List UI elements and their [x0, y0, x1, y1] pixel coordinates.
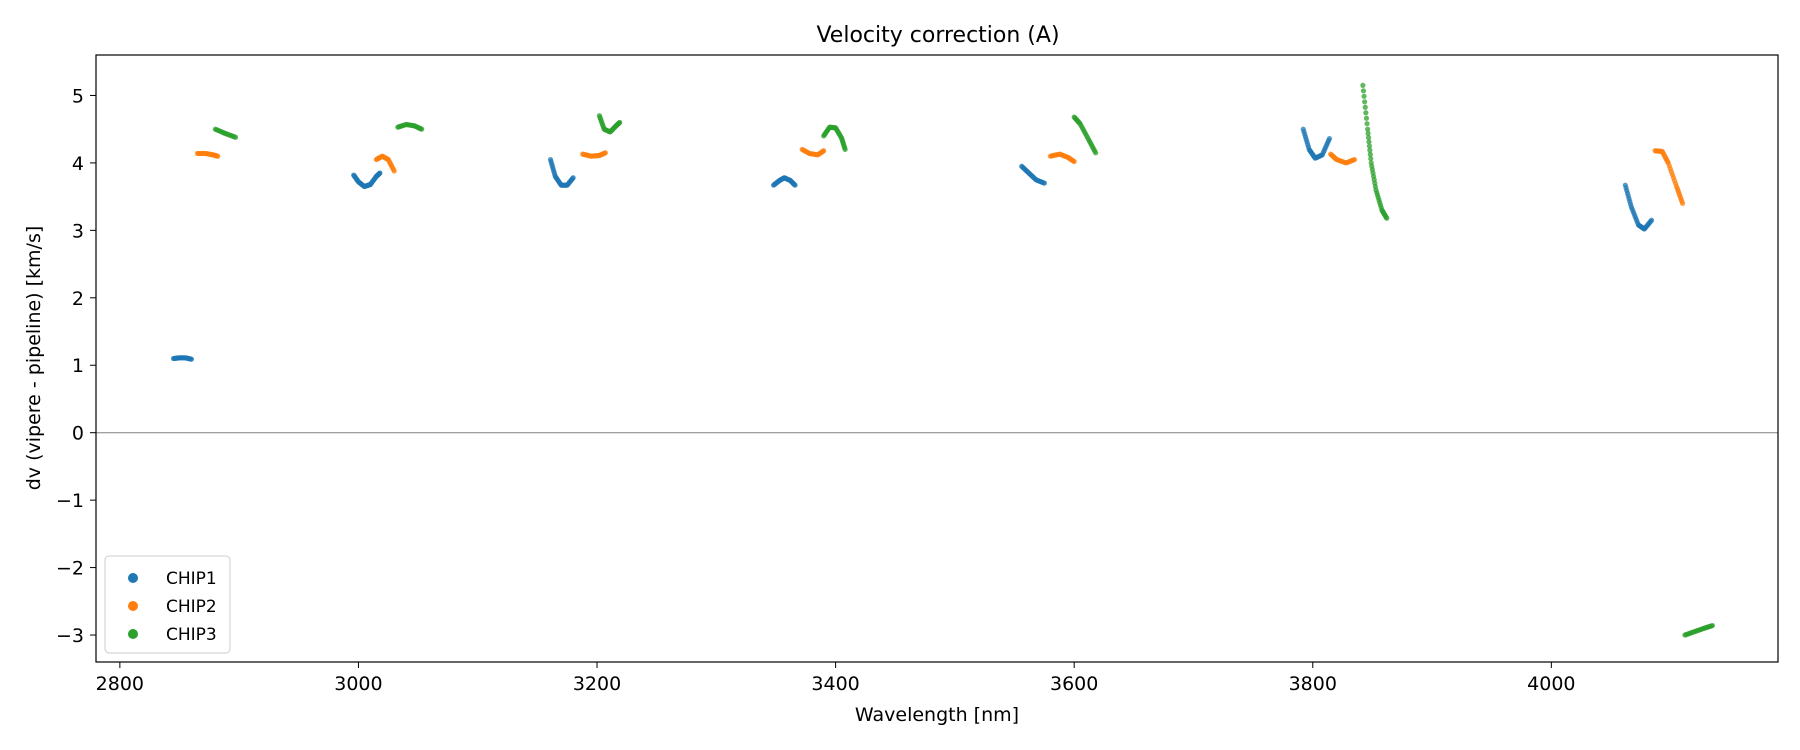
- y-tick-label: 1: [72, 355, 84, 377]
- data-point: [1367, 147, 1373, 153]
- data-point: [1363, 115, 1370, 121]
- y-tick-label: 3: [72, 220, 84, 242]
- data-point: [1384, 215, 1390, 221]
- y-axis: 5 4 3 2 1 0 −1 −2 −3: [56, 85, 96, 647]
- data-point: [232, 134, 239, 140]
- data-point: [1648, 217, 1655, 223]
- series-chip3: [212, 82, 1715, 638]
- x-axis-label: Wavelength [nm]: [855, 704, 1019, 726]
- x-tick-label: 4000: [1527, 673, 1575, 695]
- legend-marker-chip2: [128, 601, 138, 611]
- data-point: [1362, 99, 1368, 105]
- x-axis: 2800 3000 3200 3400 3600 3800 4000: [96, 662, 1576, 695]
- data-point: [1093, 150, 1099, 156]
- legend-label-chip3: CHIP3: [166, 625, 217, 645]
- data-point: [1363, 110, 1369, 116]
- y-axis-label: dv (vipere - pipeline) [km/s]: [23, 226, 45, 491]
- data-point: [1360, 82, 1366, 88]
- series-chip2: [194, 146, 1686, 206]
- data-point: [1364, 121, 1370, 127]
- data-point: [602, 150, 608, 156]
- data-point: [842, 146, 848, 153]
- data-point: [1071, 158, 1077, 165]
- legend-marker-chip1: [128, 573, 138, 583]
- data-point: [1709, 622, 1715, 629]
- data-layer: [170, 82, 1715, 638]
- data-point: [1041, 180, 1047, 186]
- data-point: [1366, 139, 1372, 145]
- data-point: [1679, 200, 1686, 206]
- data-point: [1367, 151, 1373, 158]
- legend: CHIP1 CHIP2 CHIP3: [104, 555, 231, 654]
- data-point: [617, 119, 623, 126]
- data-point: [570, 175, 576, 181]
- x-tick-label: 2800: [96, 673, 144, 695]
- data-point: [188, 356, 195, 362]
- data-point: [377, 170, 383, 176]
- data-point: [1351, 156, 1358, 163]
- legend-marker-chip3: [128, 629, 138, 639]
- data-point: [1365, 135, 1372, 141]
- legend-label-chip1: CHIP1: [166, 569, 217, 589]
- chart-title: Velocity correction (A): [816, 23, 1059, 48]
- y-tick-label: 5: [72, 85, 84, 107]
- x-tick-label: 3800: [1289, 673, 1337, 695]
- x-tick-label: 3400: [811, 673, 859, 695]
- data-point: [821, 148, 827, 154]
- y-tick-label: −2: [56, 558, 84, 580]
- data-point: [792, 182, 798, 188]
- data-point: [1360, 88, 1367, 94]
- data-point: [215, 153, 221, 159]
- data-point: [1365, 126, 1371, 132]
- data-point: [1368, 156, 1374, 162]
- x-tick-label: 3600: [1050, 673, 1098, 695]
- y-tick-label: 2: [72, 288, 84, 310]
- data-point: [1365, 130, 1371, 136]
- y-tick-label: 4: [72, 153, 84, 175]
- y-tick-label: −3: [56, 625, 84, 647]
- series-chip1: [170, 126, 1655, 362]
- data-point: [1361, 93, 1367, 99]
- data-point: [391, 168, 397, 174]
- y-tick-label: 0: [72, 423, 84, 445]
- plot-area: [95, 54, 1779, 663]
- plot-frame: [95, 54, 1779, 663]
- data-point: [1362, 104, 1368, 110]
- legend-label-chip2: CHIP2: [166, 597, 217, 617]
- x-tick-label: 3200: [573, 673, 621, 695]
- x-tick-label: 3000: [334, 673, 382, 695]
- data-point: [1326, 136, 1333, 142]
- data-point: [1366, 143, 1373, 149]
- data-point: [419, 126, 425, 132]
- y-tick-label: −1: [56, 490, 84, 512]
